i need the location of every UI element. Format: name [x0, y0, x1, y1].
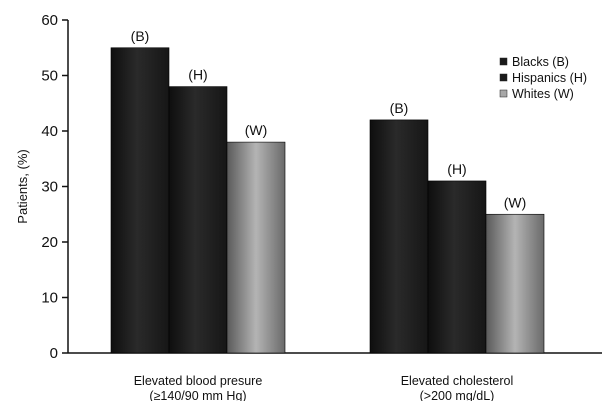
y-tick-label: 60 [41, 12, 58, 29]
legend-swatch [499, 57, 508, 66]
x-category-label-line1: Elevated cholesterol [401, 374, 514, 388]
bar-blacks-2 [369, 119, 429, 354]
bar-data-label: (H) [447, 161, 466, 177]
y-axis-title: Patients, (%) [15, 149, 30, 223]
legend-label: Hispanics (H) [512, 71, 587, 85]
labels: (B) (H) (W) Elevated blood presure (≥140/90 … [131, 28, 527, 401]
x-category-label-line2: (>200 mg/dL) [420, 389, 495, 401]
bar-data-label: (B) [390, 100, 409, 116]
y-tick-label: 10 [41, 290, 58, 307]
bar-data-label: (H) [188, 67, 207, 83]
legend-label: Blacks (B) [512, 55, 569, 69]
legend-swatch [499, 89, 508, 98]
x-category-label-line2: (≥140/90 mm Hg) [149, 389, 246, 401]
legend-label: Whites (W) [512, 87, 574, 101]
y-tick-label: 50 [41, 68, 58, 85]
x-category-label: Elevated blood presure (≥140/90 mm Hg) [134, 374, 263, 401]
bar-whites-1 [226, 141, 286, 354]
y-tick-label: 30 [41, 179, 58, 196]
bar-hispanics-1 [168, 86, 228, 354]
y-tick-label: 20 [41, 234, 58, 251]
y-tick-label: 40 [41, 123, 58, 140]
x-category-label-line1: Elevated blood presure [134, 374, 263, 388]
bar-data-label: (B) [131, 28, 150, 44]
x-category-label: Elevated cholesterol (>200 mg/dL) [401, 374, 514, 401]
bar-whites-2 [485, 213, 545, 354]
legend: Blacks (B) Hispanics (H) Whites (W) [499, 55, 587, 101]
bar-data-label: (W) [504, 194, 527, 210]
legend-swatch [499, 73, 508, 82]
bar-data-label: (W) [245, 122, 268, 138]
bar-hispanics-2 [427, 180, 487, 354]
bars [110, 47, 545, 354]
bar-blacks-1 [110, 47, 170, 354]
y-tick-label: 0 [50, 345, 58, 362]
